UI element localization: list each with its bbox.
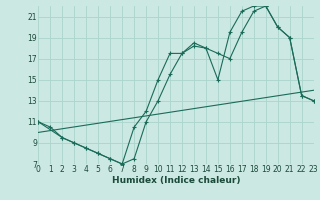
X-axis label: Humidex (Indice chaleur): Humidex (Indice chaleur) [112, 176, 240, 185]
